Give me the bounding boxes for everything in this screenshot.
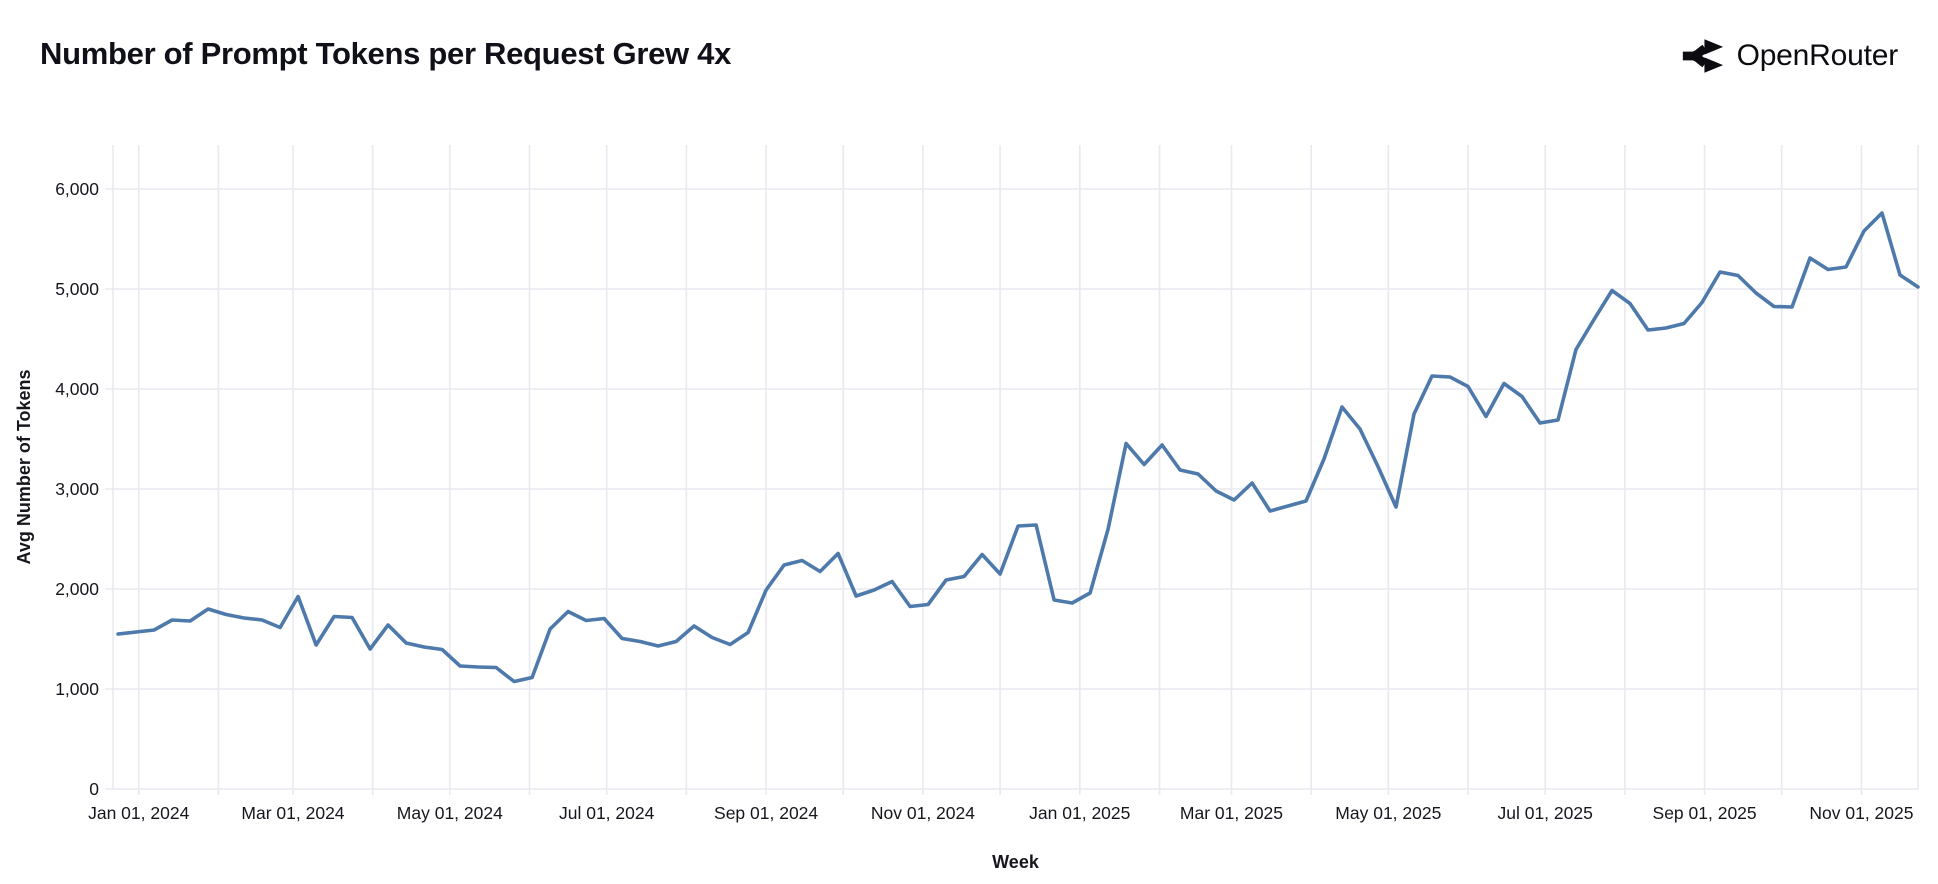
x-tick-label: Mar 01, 2025 [1180,803,1283,823]
x-tick-label: Nov 01, 2025 [1809,803,1913,823]
y-tick-label: 3,000 [55,479,99,499]
x-tick-label: Sep 01, 2025 [1653,803,1757,823]
x-tick-label: May 01, 2024 [397,803,503,823]
openrouter-icon [1681,34,1725,78]
x-tick-label: Jul 01, 2024 [559,803,655,823]
brand-logo: OpenRouter [1681,34,1898,78]
x-tick-label: Mar 01, 2024 [241,803,344,823]
x-axis-title: Week [992,852,1040,872]
y-tick-label: 4,000 [55,379,99,399]
gridlines [105,145,1919,795]
x-tick-label: May 01, 2025 [1335,803,1441,823]
y-tick-label: 5,000 [55,279,99,299]
y-tick-label: 6,000 [55,179,99,199]
brand-name: OpenRouter [1736,39,1899,72]
x-tick-label: Sep 01, 2024 [714,803,818,823]
x-tick-label: Nov 01, 2024 [871,803,975,823]
x-tick-label: Jul 01, 2025 [1497,803,1592,823]
x-axis-labels: Jan 01, 2024 Mar 01, 2024 May 01, 2024 Jul … [88,803,1913,823]
y-tick-label: 1,000 [55,679,99,699]
y-axis-labels: 0 1,000 2,000 3,000 4,000 5,000 6,000 [55,179,99,799]
y-tick-label: 0 [89,779,99,799]
chart-title: Number of Prompt Tokens per Request Grew… [40,36,732,71]
series-line [116,211,1920,684]
x-tick-label: Jan 01, 2025 [1029,803,1130,823]
y-tick-label: 2,000 [55,579,99,599]
x-tick-label: Jan 01, 2024 [88,803,189,823]
y-axis-title: Avg Number of Tokens [14,369,34,564]
